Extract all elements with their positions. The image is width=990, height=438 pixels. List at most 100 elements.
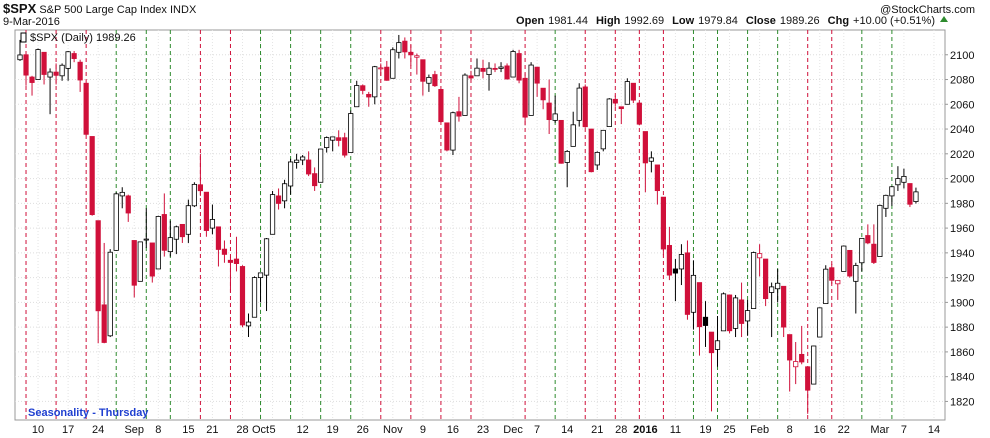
x-tick-label: 16 <box>814 424 826 436</box>
candle-body <box>618 106 624 110</box>
x-tick-label: 22 <box>838 424 850 436</box>
candle-body <box>41 51 47 75</box>
candle-body <box>702 316 709 326</box>
candle-body <box>823 268 829 305</box>
x-tick-label: 7 <box>901 424 907 436</box>
quote-label: Open <box>516 15 544 27</box>
candle-body <box>29 76 35 83</box>
candle-body <box>414 55 420 58</box>
candle-body <box>438 89 444 123</box>
candle-body <box>342 137 348 156</box>
candle-body <box>582 86 588 128</box>
x-tick-label: 8 <box>155 424 161 436</box>
candle-body <box>233 258 240 264</box>
plot-frame <box>14 29 946 421</box>
candle-body <box>696 282 703 328</box>
x-tick-label: 14 <box>928 424 940 436</box>
candle-body <box>306 159 312 175</box>
annotation: Seasonality - Thursday <box>28 407 149 419</box>
candle-body <box>546 102 552 121</box>
candle-body <box>901 175 907 183</box>
candle-body <box>456 111 462 117</box>
candle-body <box>281 183 288 202</box>
candle-body <box>480 67 486 72</box>
candle-body <box>131 240 137 286</box>
candle-body <box>378 67 384 70</box>
candle-body <box>744 310 751 322</box>
candle-body <box>35 49 41 80</box>
candle-body <box>486 67 492 75</box>
candle-body <box>883 194 889 209</box>
candle-body <box>402 40 408 53</box>
x-tick-label: 28 <box>615 424 627 436</box>
x-tick-label: 28 <box>236 424 248 436</box>
candle-body <box>726 294 733 332</box>
x-tick-label: 17 <box>62 424 74 436</box>
x-tick-label: Nov <box>383 424 403 436</box>
candle-body <box>510 51 516 78</box>
candle-body <box>763 258 769 300</box>
candle-body <box>47 71 53 78</box>
x-tick-label: 5 <box>269 424 275 436</box>
candle-body <box>215 226 222 250</box>
candle-body <box>185 205 191 235</box>
candle-body <box>161 214 167 251</box>
candle-body <box>757 253 763 259</box>
quote-value: 1992.69 <box>624 15 664 27</box>
candle-body <box>155 216 161 270</box>
x-tick-label: 21 <box>591 424 603 436</box>
candle-body <box>769 286 775 293</box>
candle-body <box>570 124 576 147</box>
candle-body <box>714 340 721 350</box>
candle-body <box>600 129 606 150</box>
candle-body <box>612 98 618 104</box>
x-tick-label: 8 <box>787 424 793 436</box>
x-tick-label: 15 <box>182 424 194 436</box>
candle-body <box>65 51 71 69</box>
x-tick-label: 25 <box>723 424 735 436</box>
quote-value: 1979.84 <box>698 15 738 27</box>
change-arrow <box>940 16 948 22</box>
x-tick-label: 2016 <box>633 424 657 436</box>
candle-body <box>564 151 570 163</box>
candle-body <box>540 87 546 101</box>
quote: Open 1981.44 High 1992.69 Low 1979.84 Close 198… <box>516 15 935 27</box>
candle-body <box>324 137 330 149</box>
candle-body <box>594 151 600 166</box>
legend-icon <box>20 32 27 43</box>
candle-body <box>179 223 185 238</box>
candle-body <box>432 74 438 87</box>
candle-body <box>474 67 480 77</box>
date: 9-Mar-2016 <box>3 16 60 28</box>
candle-body <box>865 235 871 244</box>
candle-body <box>690 274 697 313</box>
candle-body <box>137 241 143 282</box>
x-tick-label: 12 <box>296 424 308 436</box>
candle-body <box>552 113 558 121</box>
x-tick-label: 26 <box>357 424 369 436</box>
candle-body <box>396 42 402 53</box>
candle-body <box>239 266 246 326</box>
candle-body <box>534 66 540 84</box>
x-tick-label: 10 <box>32 424 44 436</box>
quote-value: +10.00 (+0.51%) <box>853 15 935 27</box>
candle-body <box>738 299 745 324</box>
candle-body <box>300 156 306 161</box>
candle-body <box>366 93 372 98</box>
y-tick-label: 1840 <box>950 372 974 384</box>
x-tick-label: 16 <box>447 424 459 436</box>
candle-body <box>498 66 504 69</box>
candle-body <box>648 157 654 162</box>
candle-body <box>450 112 456 151</box>
candle-body <box>275 195 282 204</box>
candle-body <box>660 196 666 250</box>
candle-body <box>372 66 378 98</box>
candle-body <box>847 249 853 277</box>
y-tick-label: 2000 <box>950 174 974 186</box>
y-tick-label: 1820 <box>950 396 974 408</box>
candle-body <box>444 122 450 151</box>
candle-body <box>624 81 630 105</box>
quote-label: Low <box>672 15 694 27</box>
candle-body <box>654 164 660 192</box>
